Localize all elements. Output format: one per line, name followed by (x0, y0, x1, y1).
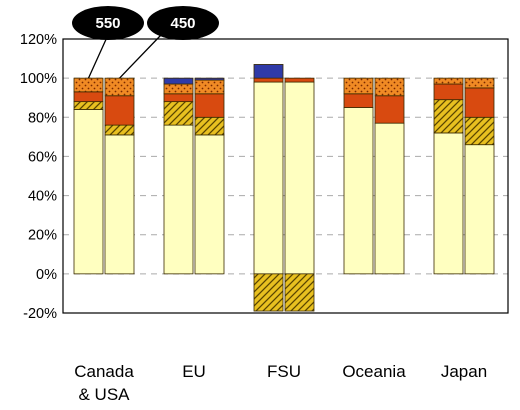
bar-stack (343, 77, 374, 275)
annotation-bubble (72, 6, 144, 40)
annotation-leader-line (119, 34, 162, 79)
x-axis-categories: Canada & USA EU FSU Oceania Japan (74, 362, 487, 404)
bar-segment-s1 (73, 109, 104, 275)
bar-stack (73, 77, 104, 275)
bar-segment-s3 (163, 93, 194, 103)
bar-stack (194, 77, 225, 275)
bar-stack (163, 77, 194, 275)
bar-segment-s1 (433, 132, 464, 275)
annotations: 550 450 (72, 6, 219, 79)
bar-segment-s1 (163, 124, 194, 275)
bar-segment-s1 (374, 122, 405, 275)
bar-segment-s5 (194, 77, 225, 81)
bar-segment-s4 (104, 77, 135, 97)
bar-segment-s4 (464, 77, 495, 89)
bar-segment-s1 (104, 134, 135, 275)
bar-segment-s3 (104, 95, 135, 126)
x-category-label: Oceania (342, 362, 406, 381)
bar-segment-s1 (253, 81, 284, 275)
bar-segment-s1 (284, 81, 315, 275)
bar-segment-s3 (73, 91, 104, 103)
bar-segment-s5 (163, 77, 194, 85)
plot-frame (62, 38, 509, 314)
y-axis-ticks: -20% 0% 20% 40% 60% 80% 100% 120% (20, 32, 57, 322)
bar-segment-s2 (253, 273, 284, 312)
annotation-bubble (147, 6, 219, 40)
bar-segment-s3 (464, 87, 495, 118)
bar-segment-s1 (343, 107, 374, 275)
bar-stack (284, 77, 315, 312)
y-tick-label: -20% (23, 306, 57, 322)
bar-segment-s4 (433, 77, 464, 85)
bar-segment-s5 (253, 64, 284, 79)
y-tick-label: 0% (36, 267, 57, 283)
y-tick-label: 40% (28, 189, 57, 205)
x-category-label: FSU (267, 362, 301, 381)
bar-segment-s1 (194, 134, 225, 275)
bar-stack (374, 77, 405, 275)
bar-segment-s3 (194, 93, 225, 118)
bar-segment-s2 (433, 99, 464, 134)
bar-stacks (73, 64, 495, 312)
bar-segment-s3 (343, 93, 374, 108)
y-tick-label: 80% (28, 110, 57, 126)
bar-segment-s4 (194, 79, 225, 95)
bar-segment-s3 (433, 83, 464, 101)
bar-segment-s3 (284, 77, 315, 83)
bar-segment-s2 (73, 101, 104, 110)
bar-segment-s2 (194, 116, 225, 136)
x-category-label: Canada & USA (74, 362, 134, 404)
annotation-label: 450 (170, 15, 195, 32)
bar-stack (464, 77, 495, 275)
bar-segment-s4 (163, 83, 194, 95)
bar-segment-s2 (464, 116, 495, 146)
y-tick-label: 20% (28, 228, 57, 244)
bar-segment-s3 (374, 95, 405, 124)
y-tick-label: 60% (28, 149, 57, 165)
annotation-leader-line (87, 34, 109, 79)
bar-stack (104, 77, 135, 275)
x-category-label: EU (182, 362, 206, 381)
annotation-label: 550 (95, 15, 120, 32)
bar-segment-s4 (374, 77, 405, 97)
bar-stack (253, 64, 284, 312)
x-category-label: Japan (441, 362, 487, 381)
bar-segment-s2 (163, 101, 194, 126)
bar-segment-s2 (104, 124, 135, 136)
bar-segment-s4 (73, 77, 104, 93)
bar-stack (433, 77, 464, 275)
bar-segment-s2 (284, 273, 315, 312)
bar-segment-s3 (253, 77, 284, 83)
y-tick-label: 120% (20, 32, 57, 48)
bar-segment-s1 (464, 144, 495, 275)
bar-segment-s4 (343, 77, 374, 95)
y-tick-label: 100% (20, 71, 57, 87)
